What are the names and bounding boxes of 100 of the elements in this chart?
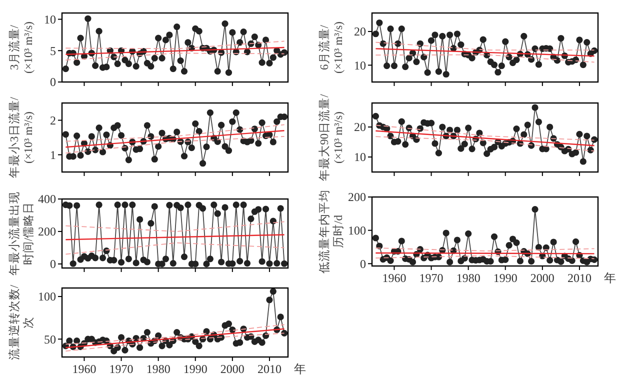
point (484, 150, 490, 157)
point (384, 62, 390, 70)
point (225, 320, 232, 328)
point (210, 202, 218, 208)
point (454, 30, 461, 38)
point (125, 60, 132, 68)
point (274, 118, 280, 125)
point (372, 234, 380, 242)
point (236, 39, 244, 46)
point (387, 257, 394, 264)
point (476, 130, 483, 136)
point (532, 104, 538, 111)
point (74, 338, 80, 344)
x-tick-label: 2000 (220, 362, 244, 376)
point (118, 334, 125, 341)
point (244, 260, 251, 267)
point (214, 68, 221, 75)
x-tick-label: 1990 (183, 362, 208, 376)
y-axis-title: 3月流量/ (×10³ m³/s) (7, 21, 35, 74)
point (502, 256, 509, 263)
point (251, 126, 258, 132)
point (535, 244, 542, 251)
point (162, 256, 170, 262)
point (446, 32, 454, 38)
point (465, 230, 472, 237)
point (144, 258, 151, 266)
point (535, 61, 542, 68)
point (158, 54, 166, 62)
point (99, 254, 106, 262)
point (240, 202, 247, 208)
y-tick-label: 10 (354, 150, 366, 164)
point (506, 242, 512, 249)
y-axis-title: 年最小流量出现时间/儒略日 (7, 192, 35, 276)
point (546, 124, 554, 130)
point (584, 132, 590, 140)
point (114, 202, 121, 208)
x-tick-label: 1990 (493, 271, 518, 285)
point (129, 202, 136, 208)
point (428, 37, 435, 44)
point (155, 34, 162, 42)
y-tick-label: 5 (50, 44, 56, 58)
x-tick-label: 2010 (567, 271, 592, 285)
point (222, 20, 228, 27)
point (166, 32, 173, 38)
point (280, 49, 288, 56)
point (114, 122, 121, 129)
point (136, 146, 144, 152)
point (125, 256, 132, 262)
point (494, 68, 502, 76)
point (280, 260, 288, 267)
point (580, 158, 586, 165)
point (236, 339, 244, 346)
point (203, 144, 210, 150)
point (535, 118, 542, 126)
point (409, 258, 416, 266)
point (62, 131, 70, 138)
point (454, 236, 461, 244)
point (266, 60, 273, 66)
point (148, 220, 154, 227)
point (394, 138, 402, 145)
point (236, 126, 244, 133)
point (568, 257, 576, 264)
point (402, 141, 409, 148)
point (180, 152, 188, 160)
point (162, 36, 170, 44)
point (372, 30, 380, 38)
point (132, 63, 140, 70)
point (158, 130, 166, 136)
point (192, 120, 199, 127)
y-tick-label: 200 (38, 224, 56, 239)
point (74, 132, 80, 140)
point (513, 239, 520, 246)
point (155, 143, 162, 150)
x-axis-title: 年 (604, 271, 616, 285)
point (96, 124, 102, 132)
point (546, 257, 554, 264)
point (218, 122, 225, 128)
point (203, 260, 210, 268)
point (458, 145, 464, 152)
point (550, 238, 557, 246)
point (402, 64, 409, 70)
point (376, 19, 383, 26)
point (229, 29, 236, 36)
point (524, 122, 531, 128)
x-axis-title: 年 (294, 362, 306, 376)
y-tick-label: 0 (50, 257, 56, 272)
point (122, 346, 128, 354)
point (558, 258, 564, 265)
point (372, 112, 380, 120)
point (266, 296, 273, 304)
point (155, 332, 162, 340)
point (398, 118, 405, 125)
x-tick-label: 2010 (257, 362, 282, 376)
point (188, 144, 195, 152)
point (199, 160, 206, 167)
point (232, 202, 240, 208)
point (454, 126, 461, 134)
point (118, 132, 125, 139)
point (199, 205, 206, 212)
point (122, 202, 128, 208)
